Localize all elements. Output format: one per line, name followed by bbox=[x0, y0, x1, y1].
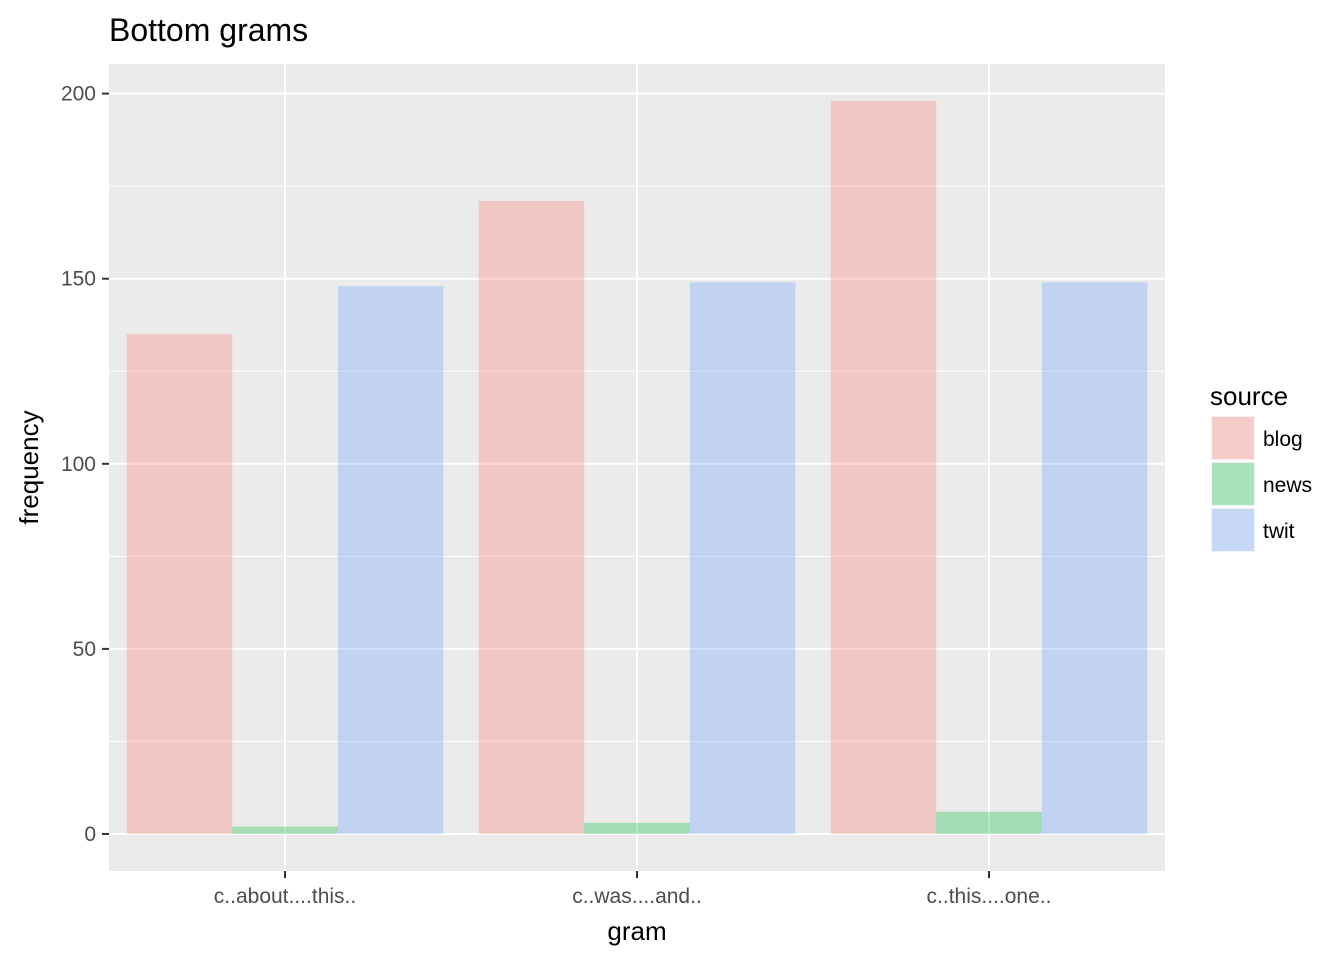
y-tick-label: 100 bbox=[61, 453, 96, 476]
y-tick-label: 0 bbox=[84, 823, 96, 846]
y-tick-label: 50 bbox=[73, 638, 96, 661]
x-tick-label: c..was....and.. bbox=[572, 885, 702, 908]
bar-news bbox=[584, 822, 690, 834]
grid-lines bbox=[109, 64, 1165, 871]
x-axis-title: gram bbox=[607, 916, 666, 946]
bar-twit bbox=[1041, 282, 1148, 834]
axes: 0 50 100 150 200 c..about....this.. c..was....… bbox=[61, 83, 1052, 908]
legend-key-twit bbox=[1212, 509, 1254, 551]
y-axis-title: frequency bbox=[14, 410, 44, 524]
bar-twit bbox=[689, 282, 796, 834]
bar-news bbox=[936, 811, 1042, 834]
legend-key-blog bbox=[1212, 417, 1254, 459]
bar-blog bbox=[478, 200, 585, 834]
legend-label-twit: twit bbox=[1263, 520, 1295, 543]
chart-title: Bottom grams bbox=[109, 12, 308, 48]
legend-title: source bbox=[1210, 381, 1288, 411]
legend-label-news: news bbox=[1263, 474, 1312, 497]
x-tick-label: c..about....this.. bbox=[214, 885, 356, 908]
bar-blog bbox=[126, 334, 233, 834]
y-tick-label: 200 bbox=[61, 83, 96, 106]
legend-key-bg bbox=[1211, 416, 1255, 460]
bar-news bbox=[232, 826, 338, 834]
bar-twit bbox=[337, 286, 444, 834]
legend-label-blog: blog bbox=[1263, 428, 1303, 451]
legend-key-bg bbox=[1211, 462, 1255, 506]
x-tick-label: c..this....one.. bbox=[927, 885, 1052, 908]
legend-key-news bbox=[1212, 463, 1254, 505]
legend: source blog news twit bbox=[1210, 381, 1312, 552]
y-tick-label: 150 bbox=[61, 268, 96, 291]
bar-blog bbox=[830, 101, 937, 834]
bars bbox=[126, 101, 1148, 834]
legend-key-bg bbox=[1211, 508, 1255, 552]
